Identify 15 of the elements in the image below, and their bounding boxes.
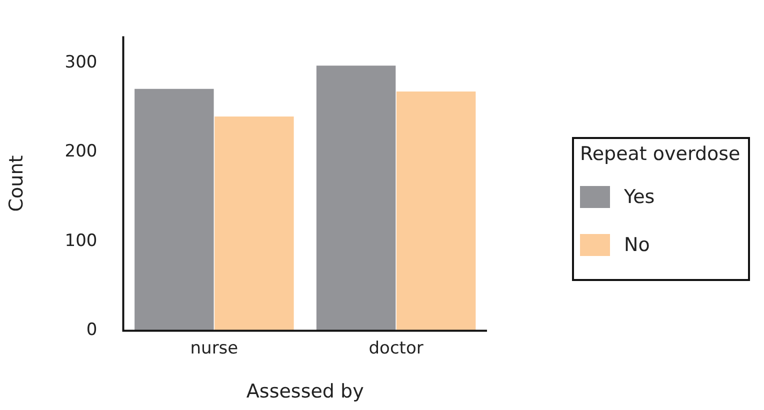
x-tick-label: doctor (368, 338, 424, 358)
x-axis-title: Assessed by (246, 380, 364, 403)
x-tick-label: nurse (190, 338, 238, 358)
bar (214, 116, 294, 331)
bar (396, 92, 476, 331)
legend-label: Yes (624, 186, 655, 208)
bar (316, 66, 396, 331)
y-tick-label: 100 (64, 230, 98, 251)
y-tick-label: 0 (86, 320, 98, 340)
legend-label: No (624, 234, 650, 256)
legend-title: Repeat overdose (580, 143, 740, 165)
y-axis-title: Count (5, 155, 28, 212)
y-tick-label: 200 (64, 142, 98, 162)
y-tick-label: 300 (64, 52, 98, 72)
bar (134, 88, 214, 331)
